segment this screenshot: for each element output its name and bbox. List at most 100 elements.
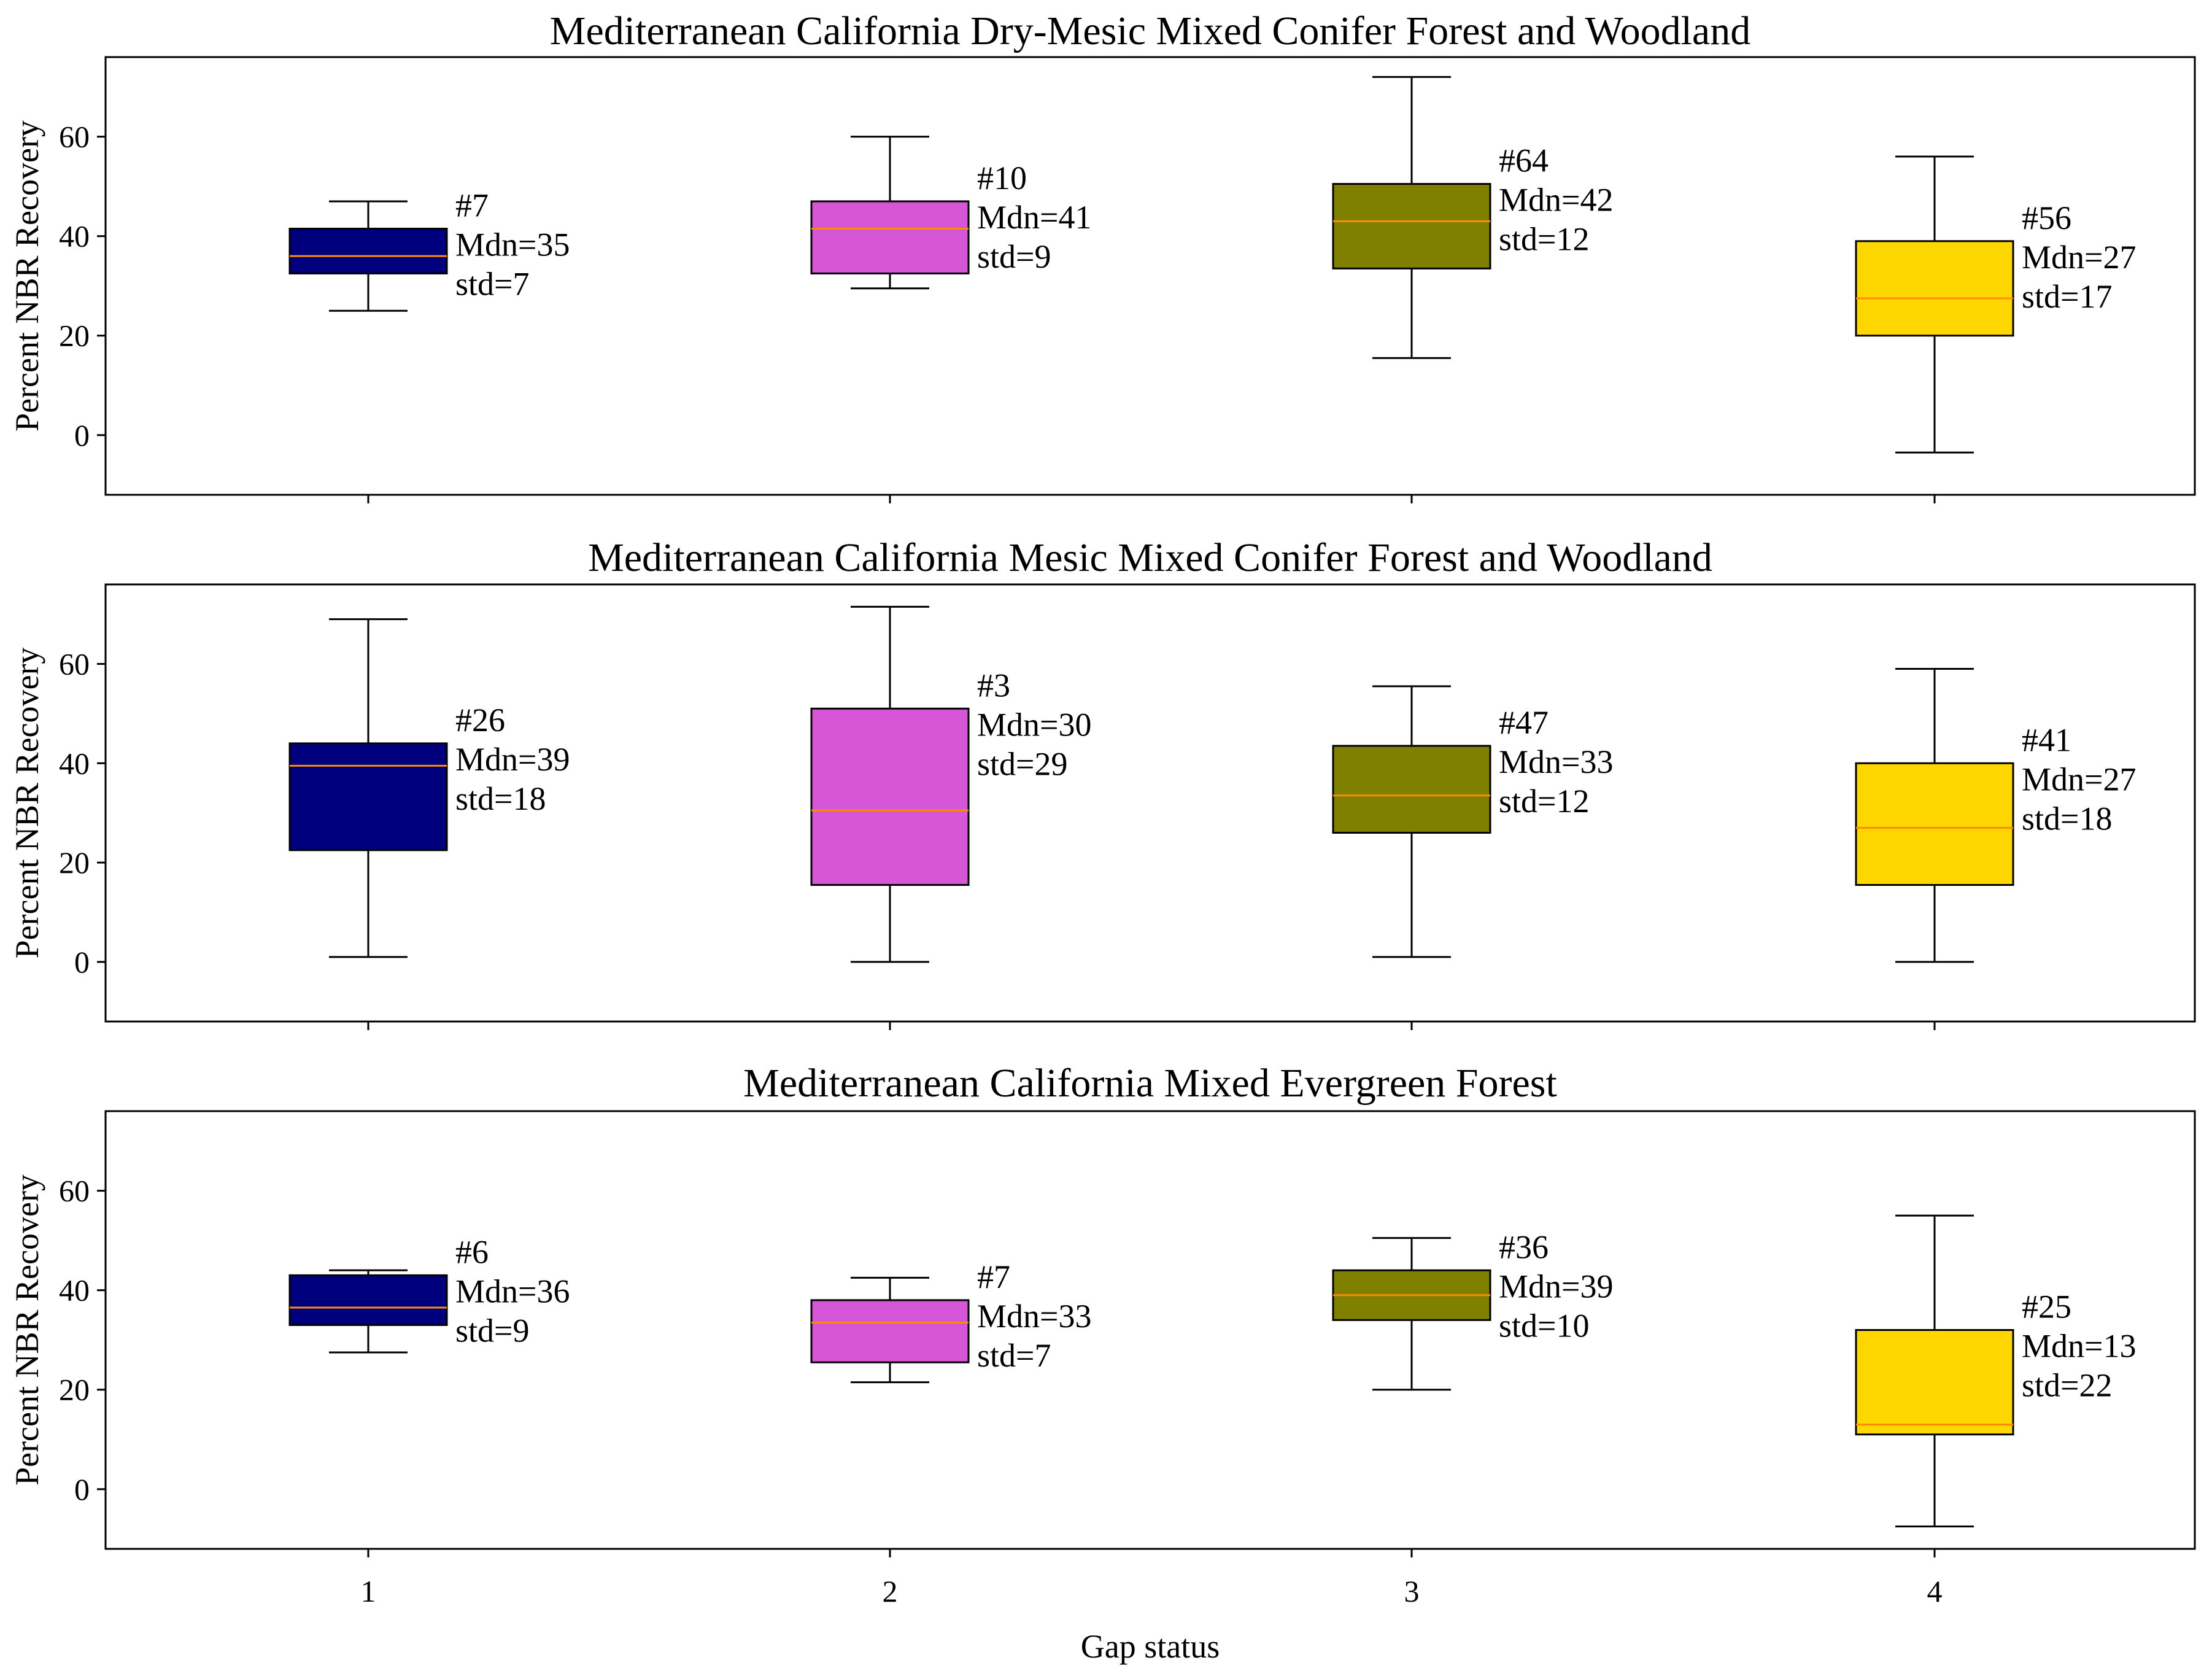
annotation-line: Mdn=42 xyxy=(1499,182,1613,219)
annotation-line: #6 xyxy=(455,1233,489,1270)
box-group-1: #26 Mdn=39 std=18 xyxy=(288,618,570,958)
box-group-3: #36 Mdn=39 std=10 xyxy=(1332,1228,1613,1391)
annotation-line: Mdn=39 xyxy=(1499,1268,1613,1305)
y-tick-label: 40 xyxy=(59,219,90,254)
annotation-line: std=12 xyxy=(1499,221,1589,258)
annotation-line: Mdn=36 xyxy=(455,1273,570,1309)
box-group-3: #47 Mdn=33 std=12 xyxy=(1332,685,1613,958)
y-tick-label: 40 xyxy=(59,1273,90,1308)
annotation-line: Mdn=39 xyxy=(455,741,570,778)
annotation-line: std=18 xyxy=(2022,800,2112,837)
box xyxy=(810,200,970,274)
y-tick-label: 20 xyxy=(59,1373,90,1407)
panel-2: Mediterranean California Mesic Mixed Con… xyxy=(9,535,2196,1030)
annotation-line: #7 xyxy=(455,187,489,224)
box-group-4: #56 Mdn=27 std=17 xyxy=(1855,155,2136,454)
box-annotation: #25 Mdn=13 std=22 xyxy=(2022,1289,2136,1404)
panel-title: Mediterranean California Mixed Evergreen… xyxy=(743,1061,1557,1106)
annotation-line: Mdn=30 xyxy=(977,706,1091,743)
box xyxy=(1332,183,1491,269)
box xyxy=(1855,1329,2014,1436)
y-axis-label: Percent NBR Recovery xyxy=(9,648,45,959)
annotation-line: #56 xyxy=(2022,200,2071,236)
box xyxy=(810,707,970,886)
box-group-4: #41 Mdn=27 std=18 xyxy=(1855,668,2136,963)
box xyxy=(1332,745,1491,834)
panel-1: Mediterranean California Dry-Mesic Mixed… xyxy=(9,9,2196,503)
box-annotation: #7 Mdn=35 std=7 xyxy=(455,187,570,303)
annotation-line: Mdn=13 xyxy=(2022,1328,2136,1365)
annotation-line: #25 xyxy=(2022,1289,2071,1325)
y-tick-label: 20 xyxy=(59,845,90,880)
box-group-1: #6 Mdn=36 std=9 xyxy=(288,1233,570,1354)
annotation-line: std=7 xyxy=(455,266,529,303)
box-group-3: #64 Mdn=42 std=12 xyxy=(1332,76,1613,359)
x-tick-label: 4 xyxy=(1927,1574,1943,1608)
x-tick-label: 2 xyxy=(883,1574,898,1608)
annotation-line: Mdn=35 xyxy=(455,227,570,263)
axes-frame xyxy=(104,56,2196,496)
box-annotation: #7 Mdn=33 std=7 xyxy=(977,1258,1091,1374)
box-annotation: #56 Mdn=27 std=17 xyxy=(2022,200,2136,315)
annotation-line: #36 xyxy=(1499,1228,1549,1265)
box-group-2: #3 Mdn=30 std=29 xyxy=(810,605,1091,963)
y-tick-label: 0 xyxy=(74,945,90,979)
annotation-line: std=22 xyxy=(2022,1367,2112,1404)
box-annotation: #47 Mdn=33 std=12 xyxy=(1499,704,1613,820)
annotation-line: Mdn=33 xyxy=(1499,743,1613,780)
annotation-line: Mdn=27 xyxy=(2022,761,2136,797)
x-tick-label: 1 xyxy=(361,1574,376,1608)
box-annotation: #64 Mdn=42 std=12 xyxy=(1499,142,1613,258)
annotation-line: #26 xyxy=(455,702,505,739)
box xyxy=(288,228,448,274)
annotation-line: std=18 xyxy=(455,780,546,817)
x-axis-label: Gap status xyxy=(1081,1628,1220,1665)
panel-title: Mediterranean California Mesic Mixed Con… xyxy=(588,535,1712,580)
box-annotation: #26 Mdn=39 std=18 xyxy=(455,702,570,817)
box xyxy=(1855,762,2014,886)
box-group-2: #10 Mdn=41 std=9 xyxy=(810,136,1091,290)
axes-frame xyxy=(104,583,2196,1023)
y-tick-label: 60 xyxy=(59,646,90,681)
annotation-line: std=7 xyxy=(977,1337,1051,1374)
annotation-line: Mdn=33 xyxy=(977,1298,1091,1335)
annotation-line: #10 xyxy=(977,160,1027,196)
box xyxy=(288,1274,448,1326)
y-tick-label: 60 xyxy=(59,120,90,154)
box-annotation: #41 Mdn=27 std=18 xyxy=(2022,721,2136,837)
y-axis-label: Percent NBR Recovery xyxy=(9,120,45,432)
annotation-line: std=9 xyxy=(977,238,1051,275)
box-annotation: #36 Mdn=39 std=10 xyxy=(1499,1228,1613,1344)
panel-title: Mediterranean California Dry-Mesic Mixed… xyxy=(550,9,1750,53)
box xyxy=(810,1299,970,1363)
annotation-line: #3 xyxy=(977,667,1010,704)
annotation-line: #41 xyxy=(2022,721,2071,758)
y-tick-label: 60 xyxy=(59,1174,90,1208)
annotation-line: Mdn=27 xyxy=(2022,239,2136,276)
box-annotation: #10 Mdn=41 std=9 xyxy=(977,160,1091,275)
box-group-4: #25 Mdn=13 std=22 xyxy=(1855,1214,2136,1528)
annotation-line: #47 xyxy=(1499,704,1549,741)
box-group-1: #7 Mdn=35 std=7 xyxy=(288,187,570,312)
annotation-line: Mdn=41 xyxy=(977,199,1091,236)
annotation-line: std=9 xyxy=(455,1312,529,1349)
box xyxy=(288,742,448,851)
box-annotation: #3 Mdn=30 std=29 xyxy=(977,667,1091,782)
annotation-line: std=12 xyxy=(1499,783,1589,820)
panels-group: Mediterranean California Dry-Mesic Mixed… xyxy=(9,9,2196,1608)
y-tick-label: 40 xyxy=(59,746,90,780)
annotation-line: std=10 xyxy=(1499,1307,1589,1344)
box xyxy=(1855,240,2014,337)
x-tick-label: 3 xyxy=(1404,1574,1420,1608)
y-axis-label: Percent NBR Recovery xyxy=(9,1174,45,1486)
box-annotation: #6 Mdn=36 std=9 xyxy=(455,1233,570,1349)
annotation-line: std=29 xyxy=(977,745,1067,782)
y-tick-label: 0 xyxy=(74,1472,90,1506)
annotation-line: #7 xyxy=(977,1258,1010,1295)
panel-3: Mediterranean California Mixed Evergreen… xyxy=(9,1061,2196,1608)
axes-frame xyxy=(104,1110,2196,1550)
annotation-line: #64 xyxy=(1499,142,1549,179)
y-tick-label: 0 xyxy=(74,418,90,452)
annotation-line: std=17 xyxy=(2022,278,2112,315)
y-tick-label: 20 xyxy=(59,319,90,353)
